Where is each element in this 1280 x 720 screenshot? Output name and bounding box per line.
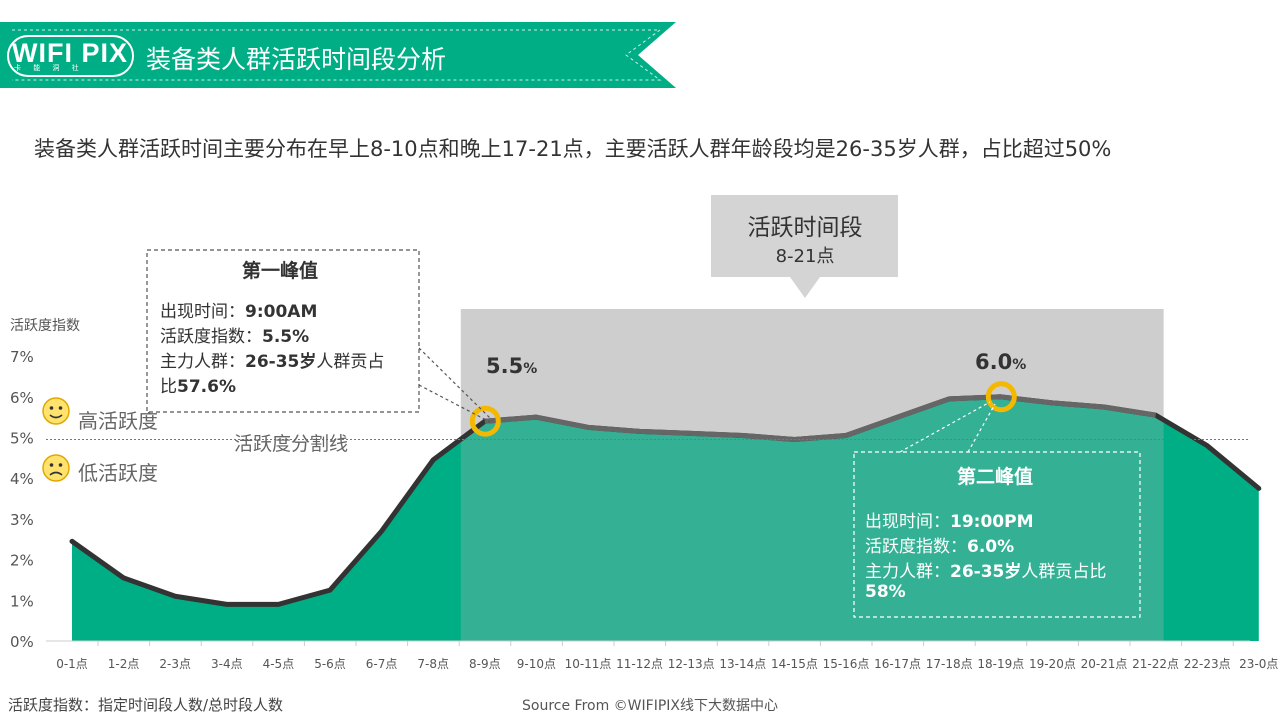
x-tick-label: 3-4点 — [211, 657, 243, 671]
data-point-11 — [638, 429, 642, 433]
x-tick-label: 1-2点 — [108, 657, 140, 671]
peak1-group: 主力人群：26-35岁人群贡占 — [160, 352, 385, 372]
y-tick-label: 2% — [10, 552, 34, 570]
peak1-callout: 第一峰值 出现时间：9:00AM 活跃度指数：5.5% 主力人群：26-35岁人… — [160, 256, 420, 397]
active-period-range: 8-21点 — [775, 246, 835, 267]
x-tick-label: 5-6点 — [314, 657, 346, 671]
data-point-18 — [999, 395, 1003, 399]
data-point-2 — [173, 594, 177, 598]
x-tick-label: 7-8点 — [417, 657, 449, 671]
data-point-6 — [380, 529, 384, 533]
peak1-share: 比57.6% — [160, 377, 236, 397]
data-point-15 — [844, 433, 848, 437]
data-point-13 — [741, 433, 745, 437]
page-title: 装备类人群活跃时间段分析 — [146, 45, 447, 74]
x-tick-label: 18-19点 — [977, 657, 1024, 671]
y-tick-label: 6% — [10, 389, 34, 407]
data-point-10 — [586, 425, 590, 429]
peak2-connector — [899, 401, 991, 453]
data-point-7 — [431, 458, 435, 462]
peak2-callout-box — [853, 451, 1141, 618]
peak1-index: 活跃度指数：5.5% — [160, 327, 310, 347]
x-tick-label: 8-9点 — [469, 657, 501, 671]
x-tick-label: 11-12点 — [616, 657, 663, 671]
data-point-12 — [689, 431, 693, 435]
legend-high-label: 高活跃度 — [78, 409, 158, 433]
x-tick-label: 14-15点 — [771, 657, 818, 671]
header-banner — [0, 22, 676, 88]
peak2-share: 58% — [865, 582, 906, 602]
peak2-index: 活跃度指数：6.0% — [865, 537, 1015, 557]
y-tick-label: 1% — [10, 592, 34, 610]
x-tick-label: 6-7点 — [366, 657, 398, 671]
data-point-22 — [1205, 444, 1209, 448]
peak2-group: 主力人群：26-35岁人群贡占比 — [865, 562, 1107, 582]
peak2-callout: 第二峰值 出现时间：19:00PM 活跃度指数：6.0% 主力人群：26-35岁… — [865, 462, 1145, 602]
active-period-pointer — [790, 277, 820, 298]
peak2-title: 第二峰值 — [956, 466, 1033, 488]
data-point-21 — [1154, 413, 1158, 417]
data-point-17 — [947, 397, 951, 401]
data-point-5 — [328, 588, 332, 592]
x-tick-label: 23-0点 — [1239, 657, 1278, 671]
peak1-value-label: 5.5% — [486, 354, 537, 378]
data-point-0 — [70, 539, 74, 543]
active-series-line — [484, 394, 1156, 443]
x-tick-label: 10-11点 — [565, 657, 612, 671]
x-tick-label: 19-20点 — [1029, 657, 1076, 671]
data-point-9 — [534, 415, 538, 419]
peak2-value-label: 6.0% — [975, 350, 1026, 374]
x-tick-label: 13-14点 — [719, 657, 766, 671]
peak1-time: 出现时间：9:00AM — [160, 302, 318, 322]
brand-subtext: 卡 能 洞 社 — [14, 64, 84, 72]
data-point-16 — [896, 415, 900, 419]
peak-marker-2 — [985, 381, 1017, 413]
smile-face-icon — [42, 397, 70, 425]
peak1-connector — [418, 347, 491, 419]
active-period-overlay — [460, 309, 1164, 641]
divider-label: 活跃度分割线 — [234, 433, 348, 455]
peak-marker-1 — [469, 405, 501, 437]
peak1-callout-box — [146, 249, 420, 413]
x-tick-label: 4-5点 — [263, 657, 295, 671]
peak1-connector-2 — [418, 384, 491, 423]
y-axis-label: 活跃度指数 — [10, 318, 80, 334]
data-point-4 — [276, 602, 280, 606]
y-tick-label: 4% — [10, 470, 34, 488]
x-tick-label: 16-17点 — [874, 657, 921, 671]
area-fill — [72, 396, 1259, 641]
peak1-title: 第一峰值 — [241, 260, 318, 282]
x-tick-label: 0-1点 — [56, 657, 88, 671]
peak2-time: 出现时间：19:00PM — [865, 512, 1034, 532]
y-tick-label: 5% — [10, 430, 34, 448]
x-tick-label: 9-10点 — [517, 657, 556, 671]
footer-note: 活跃度指数：指定时间段人数/总时段人数 — [8, 696, 284, 714]
y-tick-label: 3% — [10, 511, 34, 529]
data-point-20 — [1102, 405, 1106, 409]
x-tick-label: 22-23点 — [1184, 657, 1231, 671]
legend-low-label: 低活跃度 — [78, 461, 158, 485]
footer-source: Source From ©WIFIPIX线下大数据中心 — [522, 698, 778, 714]
page-subtitle: 装备类人群活跃时间主要分布在早上8-10点和晚上17-21点，主要活跃人群年龄段… — [34, 137, 1112, 161]
data-point-23 — [1257, 486, 1261, 490]
data-point-3 — [225, 602, 229, 606]
x-tick-label: 12-13点 — [668, 657, 715, 671]
x-tick-label: 20-21点 — [1081, 657, 1128, 671]
active-period-box — [711, 195, 898, 277]
y-tick-label: 7% — [10, 348, 34, 366]
y-tick-label: 0% — [10, 633, 34, 651]
x-tick-label: 17-18点 — [926, 657, 973, 671]
x-tick-label: 2-3点 — [159, 657, 191, 671]
data-point-1 — [122, 576, 126, 580]
x-tick-label: 21-22点 — [1132, 657, 1179, 671]
active-period-title: 活跃时间段 — [747, 215, 863, 241]
brand-logo: WIFI PIX — [12, 38, 128, 68]
data-point-19 — [1050, 401, 1054, 405]
sad-face-icon — [42, 454, 70, 482]
x-tick-label: 15-16点 — [823, 657, 870, 671]
